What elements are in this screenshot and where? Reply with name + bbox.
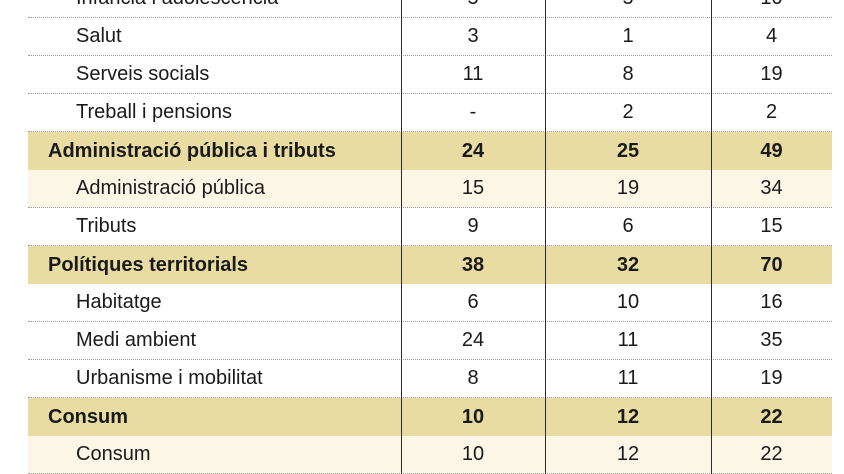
row-label: Salut [76, 25, 122, 47]
cell-col2: 8 [622, 63, 634, 85]
row-label: Treball i pensions [76, 101, 233, 123]
table-row: Treball i pensions - 2 2 [28, 94, 832, 132]
cell-col3: 34 [760, 177, 783, 199]
cell-col3: 22 [760, 443, 783, 465]
table-row: Administració pública 15 19 34 [28, 170, 832, 208]
table-row: Consum 10 12 22 [28, 436, 832, 474]
cell-col2: 5 [545, 0, 711, 10]
cell-col1: 10 [461, 405, 485, 428]
cell-col1: 8 [467, 367, 479, 389]
cell-col1: 24 [461, 139, 485, 162]
row-label: Urbanisme i mobilitat [76, 367, 263, 389]
category-row: Consum 10 12 22 [28, 398, 832, 436]
category-label: Administració pública i tributs [48, 139, 336, 162]
cell-col3: 22 [760, 405, 783, 428]
column-divider [401, 0, 402, 474]
table-row: Infància i adolescència 5 5 10 [28, 0, 832, 18]
category-row: Administració pública i tributs 24 25 49 [28, 132, 832, 170]
cell-col3: 19 [760, 367, 783, 389]
cell-col3: 19 [760, 63, 783, 85]
table-row: Salut 3 1 4 [28, 18, 832, 56]
category-label: Polítiques territorials [48, 253, 249, 276]
table-row: Serveis socials 11 8 19 [28, 56, 832, 94]
cell-col1: 6 [467, 291, 479, 313]
cell-col2: 19 [616, 177, 640, 199]
cell-col3: 70 [760, 253, 783, 276]
cell-col2: 11 [617, 367, 639, 389]
cell-col2: 25 [616, 139, 640, 162]
row-label: Consum [76, 443, 151, 465]
cell-col3: 16 [760, 291, 783, 313]
cell-col2: 11 [617, 329, 639, 351]
row-label: Infància i adolescència [28, 0, 401, 10]
row-label: Medi ambient [76, 329, 197, 351]
cell-col1: - [469, 101, 477, 123]
cell-col2: 2 [622, 101, 634, 123]
cell-col3: 49 [760, 139, 783, 162]
cell-col2: 1 [622, 25, 634, 47]
category-label: Consum [48, 405, 128, 428]
cell-col2: 32 [616, 253, 640, 276]
cell-col3: 15 [760, 215, 783, 237]
cell-col1: 5 [401, 0, 545, 10]
cell-col3: 4 [765, 25, 778, 47]
cell-col2: 12 [616, 405, 640, 428]
cell-col1: 3 [467, 25, 479, 47]
cell-col1: 15 [461, 177, 485, 199]
row-label: Habitatge [76, 291, 162, 313]
data-table: Infància i adolescència 5 5 10 Salut 3 1… [28, 0, 832, 474]
cell-col3: 2 [765, 101, 778, 123]
table-row: Medi ambient 24 11 35 [28, 322, 832, 360]
row-label: Administració pública [76, 177, 265, 199]
cell-col2: 10 [616, 291, 640, 313]
cell-col3: 35 [760, 329, 783, 351]
column-divider [711, 0, 712, 474]
column-divider [545, 0, 546, 474]
row-label: Tributs [76, 215, 137, 237]
table-row: Urbanisme i mobilitat 8 11 19 [28, 360, 832, 398]
cell-col3: 10 [711, 0, 832, 10]
table-row: Tributs 9 6 15 [28, 208, 832, 246]
cell-col1: 10 [461, 443, 485, 465]
cell-col1: 38 [461, 253, 485, 276]
cell-col1: 9 [467, 215, 479, 237]
cell-col2: 12 [616, 443, 640, 465]
cell-col1: 11 [462, 63, 484, 85]
cell-col1: 24 [461, 329, 485, 351]
row-label: Serveis socials [76, 63, 210, 85]
category-row: Polítiques territorials 38 32 70 [28, 246, 832, 284]
table-row: Habitatge 6 10 16 [28, 284, 832, 322]
cell-col2: 6 [622, 215, 634, 237]
